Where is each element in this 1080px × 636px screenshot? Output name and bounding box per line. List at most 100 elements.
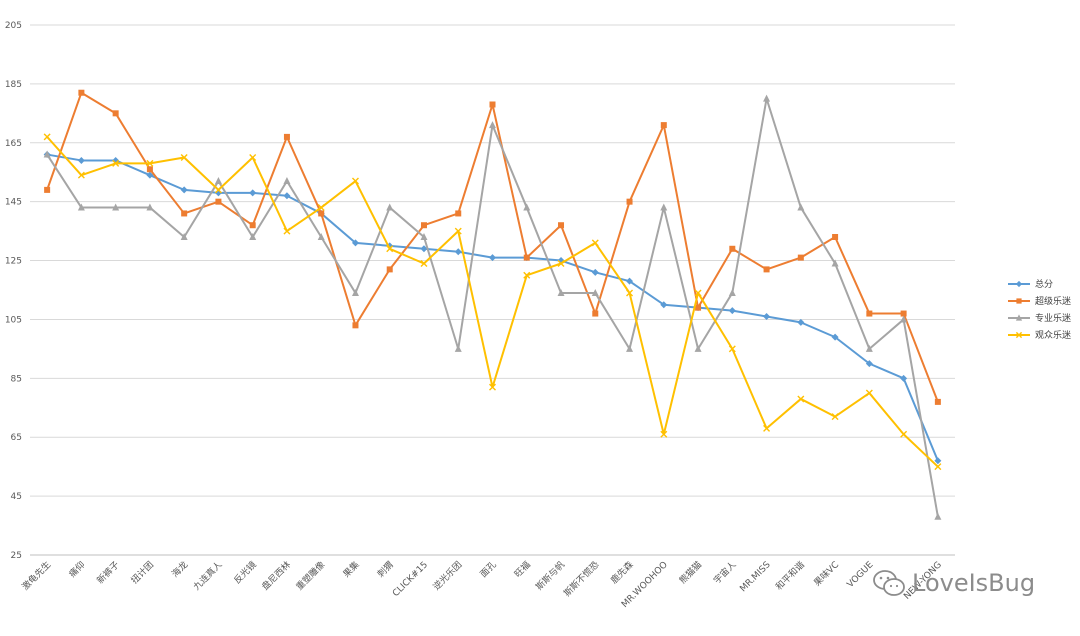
x-tick-label: 海龙 [169, 559, 190, 580]
data-point [78, 89, 85, 96]
data-point [489, 121, 496, 129]
data-point [865, 360, 873, 368]
data-point-stroke [180, 154, 188, 161]
data-point [77, 156, 85, 164]
data-point [660, 301, 668, 309]
data-point-stroke [317, 204, 325, 212]
data-point [694, 344, 702, 352]
data-point [728, 345, 736, 353]
watermark-text: LoveIsBug [912, 569, 1036, 597]
data-point [900, 430, 908, 438]
x-tick-label: 新裤子 [94, 559, 122, 587]
data-point [351, 177, 359, 185]
data-point [44, 186, 51, 193]
data-point-stroke [112, 159, 120, 167]
series-group [43, 89, 942, 520]
data-point [283, 133, 290, 140]
data-point [591, 268, 599, 276]
x-tick-label: 斯斯与帆 [533, 559, 567, 593]
data-point [763, 266, 770, 273]
data-point-stroke [557, 260, 565, 267]
data-point-stroke [865, 389, 873, 397]
data-point [523, 271, 531, 279]
x-tick-label: 逆光乐团 [430, 559, 464, 593]
y-tick-label: 165 [5, 139, 22, 149]
data-point [797, 254, 804, 261]
data-point [934, 463, 942, 471]
x-tick-label: MR.MISS [738, 560, 772, 594]
data-point-stroke [351, 177, 359, 185]
y-tick-label: 25 [11, 551, 22, 561]
data-point [352, 322, 359, 329]
data-point [249, 154, 257, 161]
x-tick-label: 刺猬 [375, 559, 396, 580]
data-point [214, 186, 222, 194]
x-axis: 激龟先生 痛仰 新裤子 扭计团 海龙 九连真人 反光镜 盘尼西林 重塑雕像 果集 刺猬CLICK#1… [19, 554, 955, 610]
data-point [454, 227, 462, 235]
x-tick-label: 面孔 [478, 559, 499, 580]
data-point [934, 457, 942, 465]
data-point [660, 203, 668, 211]
legend-entry: 专业乐迷 [1008, 312, 1071, 324]
data-point-stroke [420, 260, 428, 267]
y-tick-label: 185 [5, 80, 22, 90]
data-point-stroke [77, 171, 85, 179]
data-point [900, 374, 908, 382]
data-point [112, 203, 120, 211]
data-point-stroke [660, 430, 668, 438]
data-point-stroke [1015, 331, 1023, 339]
data-point [831, 333, 839, 341]
data-point [763, 424, 771, 432]
data-point-stroke [626, 289, 634, 297]
data-point [386, 266, 393, 273]
y-tick-label: 145 [5, 198, 22, 208]
x-tick-label: 斯斯不慌恐 [561, 559, 601, 599]
data-point [249, 189, 257, 197]
x-tick-label: 果集 [340, 559, 361, 580]
y-tick-label: 45 [11, 492, 22, 502]
x-tick-label: 盘尼西林 [259, 559, 293, 593]
data-point-stroke [763, 424, 771, 432]
data-point [317, 233, 325, 240]
data-point-stroke [249, 154, 257, 161]
data-point-stroke [831, 413, 839, 421]
data-point [729, 245, 736, 252]
data-point [317, 204, 325, 212]
data-point [420, 233, 428, 240]
x-tick-label: 果味VC [811, 559, 841, 589]
data-point-stroke [728, 345, 736, 353]
series-4 [43, 133, 942, 471]
data-point-stroke [934, 463, 942, 471]
series-line [46, 136, 939, 468]
data-point [283, 192, 291, 200]
data-point [558, 222, 565, 229]
data-point [900, 310, 907, 317]
data-point [626, 198, 633, 205]
legend-label: 超级乐迷 [1035, 295, 1071, 307]
data-point [626, 344, 634, 352]
data-point [695, 304, 702, 311]
y-tick-label: 205 [5, 21, 22, 31]
data-point [865, 344, 873, 352]
y-tick-label: 85 [11, 374, 22, 384]
data-point [77, 171, 85, 179]
data-point [934, 512, 942, 520]
data-point [43, 133, 51, 141]
series-3 [43, 94, 942, 520]
data-point [454, 248, 462, 256]
legend-entry: 超级乐迷 [1008, 295, 1071, 307]
y-axis: 25 45 65 85 105 125 145 165 185 205 [5, 21, 22, 561]
data-point [1015, 331, 1023, 339]
data-point [728, 288, 736, 296]
legend-label: 观众乐迷 [1035, 329, 1071, 341]
data-point-stroke [523, 271, 531, 279]
x-tick-label: 和平和谐 [774, 559, 807, 592]
data-point [489, 383, 496, 391]
wechat-icon [873, 570, 905, 596]
data-point [763, 313, 771, 320]
data-point [523, 254, 530, 261]
data-point [489, 101, 496, 108]
data-point-stroke [214, 186, 222, 194]
